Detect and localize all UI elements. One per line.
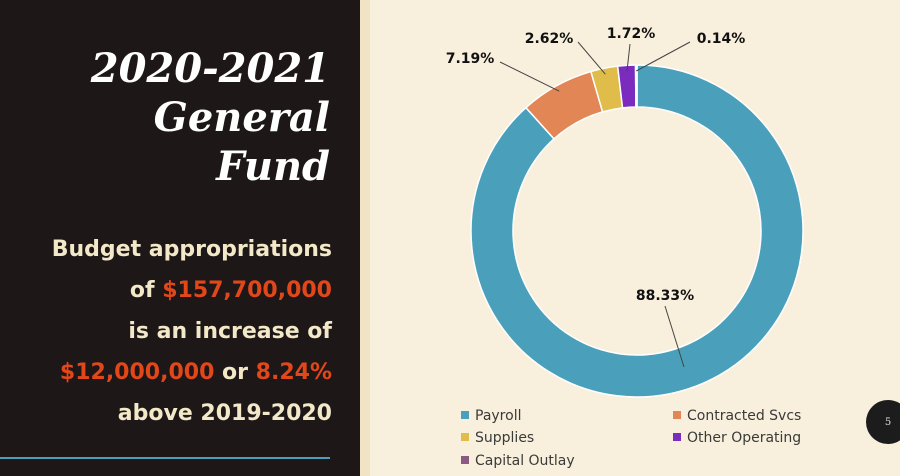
legend-label-supplies: Supplies bbox=[475, 430, 534, 446]
data-label-payroll: 88.33% bbox=[636, 288, 694, 304]
desc-or: or bbox=[214, 360, 256, 385]
leader-line-supplies bbox=[577, 41, 606, 75]
legend-label-contracted-svcs: Contracted Svcs bbox=[687, 408, 801, 424]
budget-description: Budget appropriations of $157,700,000 is… bbox=[2, 229, 332, 434]
data-label-supplies: 2.62% bbox=[525, 31, 574, 47]
desc-line-4: $12,000,000 or 8.24% bbox=[2, 352, 332, 393]
increase-percent: 8.24% bbox=[255, 360, 332, 385]
legend-label-payroll: Payroll bbox=[475, 408, 521, 424]
page-number-badge: 5 bbox=[866, 400, 900, 444]
desc-line-3: is an increase of bbox=[128, 319, 332, 344]
legend-swatch-contracted-svcs bbox=[673, 411, 681, 419]
desc-line-2: of $157,700,000 bbox=[2, 270, 332, 311]
title-line-3: Fund bbox=[216, 143, 330, 190]
legend-swatch-payroll bbox=[461, 411, 469, 419]
slide-title: 2020-2021 General Fund bbox=[30, 44, 330, 191]
desc-line-5: above 2019-2020 bbox=[117, 401, 332, 426]
slice-capital-outlay bbox=[634, 64, 638, 108]
data-label-other-operating: 1.72% bbox=[607, 26, 656, 42]
leader-line-contracted-svcs bbox=[499, 61, 560, 92]
desc-line-1: Budget appropriations bbox=[51, 237, 332, 262]
panel-divider bbox=[360, 0, 370, 476]
data-label-contracted-svcs: 7.19% bbox=[446, 51, 495, 67]
legend-label-capital-outlay: Capital Outlay bbox=[475, 453, 575, 469]
page-number: 5 bbox=[884, 416, 892, 428]
legend-swatch-capital-outlay bbox=[461, 456, 469, 464]
title-line-2: General bbox=[153, 94, 330, 141]
data-label-capital-outlay: 0.14% bbox=[697, 31, 746, 47]
leader-line-other-operating bbox=[626, 43, 631, 72]
legend-swatch-other-operating bbox=[673, 433, 681, 441]
leader-line-capital-outlay bbox=[636, 41, 691, 72]
legend-swatch-supplies bbox=[461, 433, 469, 441]
accent-rule bbox=[0, 457, 330, 459]
title-panel: 2020-2021 General Fund Budget appropriat… bbox=[0, 0, 360, 476]
title-line-1: 2020-2021 bbox=[90, 45, 330, 92]
legend-label-other-operating: Other Operating bbox=[687, 430, 801, 446]
desc-of: of bbox=[129, 278, 163, 303]
increase-amount: $12,000,000 bbox=[59, 360, 215, 385]
slice-payroll bbox=[470, 64, 804, 398]
appropriation-amount: $157,700,000 bbox=[162, 278, 332, 303]
leader-line-payroll bbox=[664, 305, 685, 368]
